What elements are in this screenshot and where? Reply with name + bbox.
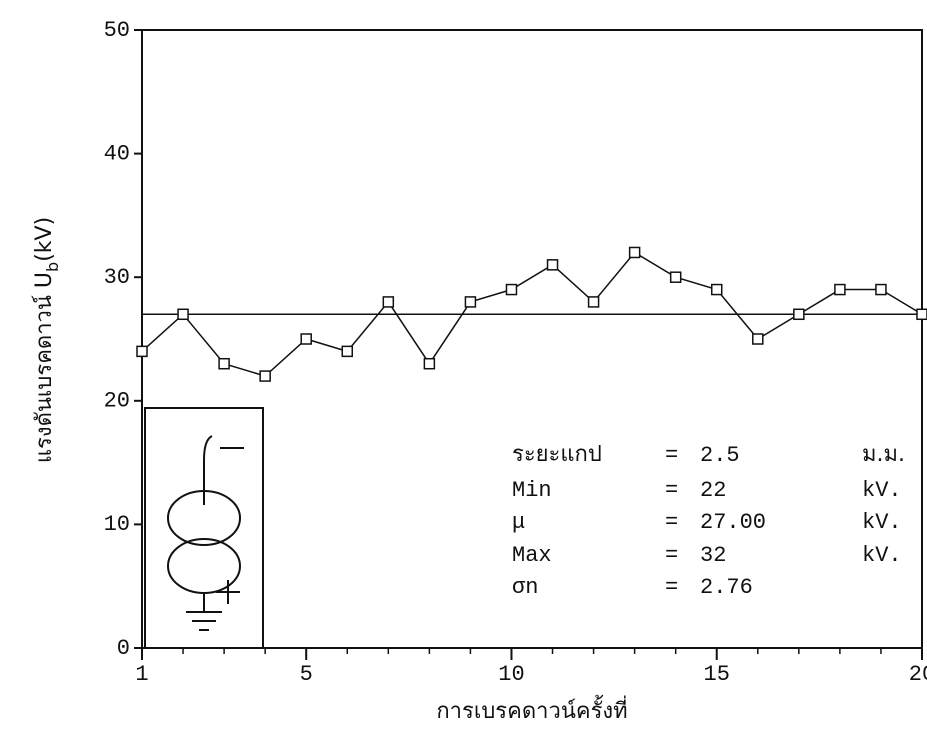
data-marker bbox=[587, 296, 600, 308]
stat-cell: ระยะแกป bbox=[512, 442, 602, 467]
stat-cell: kV. bbox=[862, 478, 902, 503]
x-tick-label: 5 bbox=[300, 662, 313, 687]
data-line bbox=[141, 251, 923, 377]
data-marker bbox=[136, 345, 148, 358]
stat-cell: = bbox=[665, 478, 678, 503]
data-marker bbox=[505, 283, 518, 296]
y-label-unit: (kV) bbox=[32, 217, 57, 262]
y-tick-label: 0 bbox=[117, 636, 130, 661]
data-marker bbox=[341, 345, 354, 358]
y-label-main: แรงดันเบรคดาวน์ U bbox=[32, 272, 57, 463]
y-tick-label: 20 bbox=[104, 389, 130, 414]
data-marker bbox=[546, 259, 559, 271]
data-marker bbox=[628, 246, 641, 259]
stat-cell: kV. bbox=[862, 510, 902, 535]
data-marker bbox=[423, 357, 436, 370]
stat-cell: = bbox=[665, 575, 678, 600]
inset-frame bbox=[144, 407, 264, 649]
inset-symbol bbox=[144, 407, 264, 649]
y-tick-label: 30 bbox=[104, 265, 130, 290]
stat-cell: kV. bbox=[862, 543, 902, 568]
stat-cell: μ bbox=[512, 510, 525, 535]
data-marker bbox=[793, 308, 805, 321]
stat-cell: 32 bbox=[700, 543, 726, 568]
stat-cell: Max bbox=[512, 543, 552, 568]
y-label-sub: b bbox=[43, 262, 62, 272]
stat-cell: = bbox=[665, 443, 678, 468]
x-tick-label: 15 bbox=[704, 662, 730, 687]
data-marker bbox=[464, 296, 477, 308]
data-marker bbox=[300, 333, 312, 345]
stat-cell: = bbox=[665, 543, 678, 568]
data-marker bbox=[669, 271, 682, 283]
coil-lower bbox=[167, 538, 241, 594]
data-marker bbox=[834, 283, 846, 296]
y-axis-label: แรงดันเบรคดาวน์ Ub(kV) bbox=[32, 217, 62, 463]
data-marker bbox=[916, 308, 927, 321]
data-marker bbox=[752, 333, 764, 345]
data-marker bbox=[259, 370, 271, 382]
data-marker bbox=[875, 283, 887, 296]
y-tick-label: 50 bbox=[104, 18, 130, 43]
stat-cell: 27.00 bbox=[700, 510, 766, 535]
stat-cell: 2.5 bbox=[700, 443, 740, 468]
y-tick-label: 10 bbox=[104, 512, 130, 537]
y-tick-label: 40 bbox=[104, 141, 130, 166]
x-axis-label: การเบรคดาวน์ครั้งที่ bbox=[436, 695, 627, 724]
stat-cell: 22 bbox=[700, 478, 726, 503]
data-marker bbox=[710, 283, 723, 296]
lead-upper bbox=[203, 435, 213, 505]
data-marker bbox=[177, 308, 189, 321]
data-marker bbox=[218, 357, 230, 370]
stat-cell: σn bbox=[512, 575, 538, 600]
stat-cell: = bbox=[665, 510, 678, 535]
stat-cell: Min bbox=[512, 478, 552, 503]
data-marker bbox=[382, 296, 395, 308]
x-tick-label: 20 bbox=[909, 662, 927, 687]
stat-cell: ม.ม. bbox=[862, 442, 905, 467]
x-tick-label: 1 bbox=[135, 662, 148, 687]
x-tick-label: 10 bbox=[498, 662, 524, 687]
plot-frame bbox=[141, 29, 923, 649]
stat-cell: 2.76 bbox=[700, 575, 753, 600]
